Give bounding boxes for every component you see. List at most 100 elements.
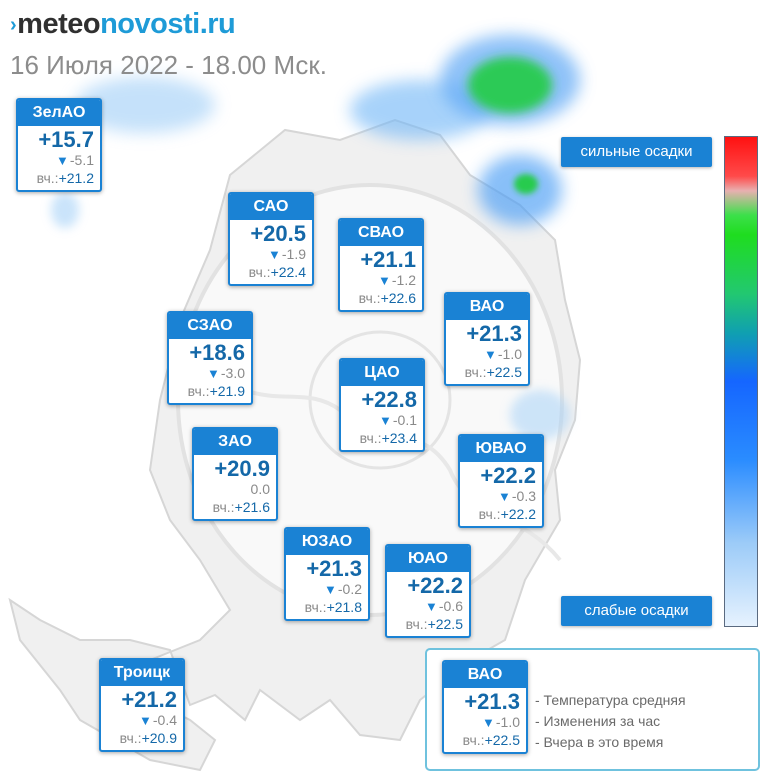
temperature-value: +15.7 (38, 127, 94, 152)
hourly-change: ▼-1.0 (444, 714, 526, 731)
yesterday-label: вч.: (359, 430, 382, 446)
yesterday-temperature: вч.:+22.5 (387, 615, 469, 636)
temperature-value: +20.9 (214, 456, 270, 481)
yesterday-temperature: вч.:+22.6 (340, 289, 422, 310)
legend-box: ВАО +21.3 ▼-1.0 вч.:+22.5 - Температура … (425, 648, 760, 771)
district-card-svao[interactable]: СВАО +21.1 ▼-1.2 вч.:+22.6 (338, 218, 424, 312)
yesterday-temperature: вч.:+21.9 (169, 382, 251, 403)
hourly-change-value: 0.0 (250, 481, 270, 497)
light-precipitation-label: слабые осадки (561, 596, 712, 626)
district-name: САО (230, 194, 312, 220)
district-card-vao[interactable]: ВАО +21.3 ▼-1.0 вч.:+22.5 (444, 292, 530, 386)
district-name: СЗАО (169, 313, 251, 339)
district-name: ВАО (446, 294, 528, 320)
hourly-change-value: -0.2 (337, 581, 362, 597)
hourly-change-value: -1.9 (281, 246, 306, 262)
legend-sample-card: ВАО +21.3 ▼-1.0 вч.:+22.5 (442, 660, 528, 754)
yesterday-value: +22.2 (500, 506, 536, 522)
district-name: ВАО (444, 662, 526, 688)
district-card-yuvao[interactable]: ЮВАО +22.2 ▼-0.3 вч.:+22.2 (458, 434, 544, 528)
temperature-value: +21.2 (121, 687, 177, 712)
temperature-value: +21.1 (360, 247, 416, 272)
heavy-precipitation-label: сильные осадки (561, 137, 712, 167)
temperature-value: +21.3 (306, 556, 362, 581)
down-arrow-icon: ▼ (484, 347, 497, 362)
yesterday-value: +21.6 (234, 499, 270, 515)
down-arrow-icon: ▼ (268, 247, 281, 262)
yesterday-label: вч.: (187, 383, 210, 399)
yesterday-temperature: вч.:+23.4 (341, 429, 423, 450)
yesterday-value: +22.5 (427, 616, 463, 632)
yesterday-temperature: вч.:+21.6 (194, 498, 276, 519)
temperature-value: +18.6 (189, 340, 245, 365)
district-name: ЮАО (387, 546, 469, 572)
yesterday-value: +21.2 (58, 170, 94, 186)
yesterday-temperature: вч.:+22.2 (460, 505, 542, 526)
yesterday-value: +23.4 (381, 430, 417, 446)
yesterday-label: вч.: (248, 264, 271, 280)
logo-mark: › (10, 14, 17, 36)
yesterday-value: +22.4 (270, 264, 306, 280)
hourly-change-value: -0.6 (438, 598, 463, 614)
temperature-value: +22.2 (480, 463, 536, 488)
district-card-szao[interactable]: СЗАО +18.6 ▼-3.0 вч.:+21.9 (167, 311, 253, 405)
district-name: ЮВАО (460, 436, 542, 462)
district-name: Троицк (101, 660, 183, 686)
district-card-troitsk[interactable]: Троицк +21.2 ▼-0.4 вч.:+20.9 (99, 658, 185, 752)
yesterday-label: вч.: (36, 170, 59, 186)
hourly-change: ▼-1.9 (230, 246, 312, 263)
precipitation-scale (724, 136, 758, 627)
hourly-change: ▼-1.0 (446, 346, 528, 363)
hourly-change: ▼-0.6 (387, 598, 469, 615)
district-card-cao[interactable]: ЦАО +22.8 ▼-0.1 вч.:+23.4 (339, 358, 425, 452)
yesterday-label: вч.: (304, 599, 327, 615)
down-arrow-icon: ▼ (324, 582, 337, 597)
yesterday-label: вч.: (358, 290, 381, 306)
yesterday-value: +22.5 (486, 364, 522, 380)
temperature-value: +22.8 (361, 387, 417, 412)
yesterday-temperature: вч.:+22.4 (230, 263, 312, 284)
hourly-change-value: -5.1 (69, 152, 94, 168)
yesterday-label: вч.: (478, 506, 501, 522)
district-card-sao[interactable]: САО +20.5 ▼-1.9 вч.:+22.4 (228, 192, 314, 286)
yesterday-label: вч.: (405, 616, 428, 632)
hourly-change: ▼-5.1 (18, 152, 100, 169)
district-name: СВАО (340, 220, 422, 246)
site-logo: ›meteonovosti.ru (10, 8, 236, 41)
down-arrow-icon: ▼ (378, 273, 391, 288)
district-name: ЮЗАО (286, 529, 368, 555)
down-arrow-icon: ▼ (207, 366, 220, 381)
down-arrow-icon: ▼ (498, 489, 511, 504)
district-card-zelao[interactable]: ЗелАО +15.7 ▼-5.1 вч.:+21.2 (16, 98, 102, 192)
hourly-change-value: -1.2 (391, 272, 416, 288)
district-card-yuao[interactable]: ЮАО +22.2 ▼-0.6 вч.:+22.5 (385, 544, 471, 638)
district-name: ЗАО (194, 429, 276, 455)
temperature-value: +20.5 (250, 221, 306, 246)
yesterday-temperature: вч.:+20.9 (101, 729, 183, 750)
hourly-change-value: -0.4 (152, 712, 177, 728)
yesterday-label: вч.: (212, 499, 235, 515)
yesterday-label: вч.: (119, 730, 142, 746)
yesterday-value: +21.9 (209, 383, 245, 399)
yesterday-temperature: вч.:+22.5 (444, 731, 526, 752)
yesterday-temperature: вч.:+21.2 (18, 169, 100, 190)
down-arrow-icon: ▼ (482, 715, 495, 730)
hourly-change: 0.0 (194, 481, 276, 498)
hourly-change: ▼-0.1 (341, 412, 423, 429)
temperature-value: +22.2 (407, 573, 463, 598)
legend-item-yesterday: - Вчера в это время (535, 734, 664, 750)
temperature-value: +21.3 (466, 321, 522, 346)
logo-part-meteo: meteo (17, 8, 101, 40)
logo-part-novosti: novosti.ru (100, 8, 236, 40)
district-card-zao[interactable]: ЗАО +20.9 0.0 вч.:+21.6 (192, 427, 278, 521)
hourly-change-value: -3.0 (220, 365, 245, 381)
legend-list: - Температура средняя - Изменения за час… (535, 690, 686, 753)
district-name: ЦАО (341, 360, 423, 386)
yesterday-value: +22.6 (380, 290, 416, 306)
yesterday-temperature: вч.:+21.8 (286, 598, 368, 619)
district-card-yuzao[interactable]: ЮЗАО +21.3 ▼-0.2 вч.:+21.8 (284, 527, 370, 621)
hourly-change: ▼-0.4 (101, 712, 183, 729)
hourly-change-value: -0.1 (392, 412, 417, 428)
yesterday-label: вч.: (462, 732, 485, 748)
date-time-subtitle: 16 Июля 2022 - 18.00 Мск. (10, 50, 328, 80)
